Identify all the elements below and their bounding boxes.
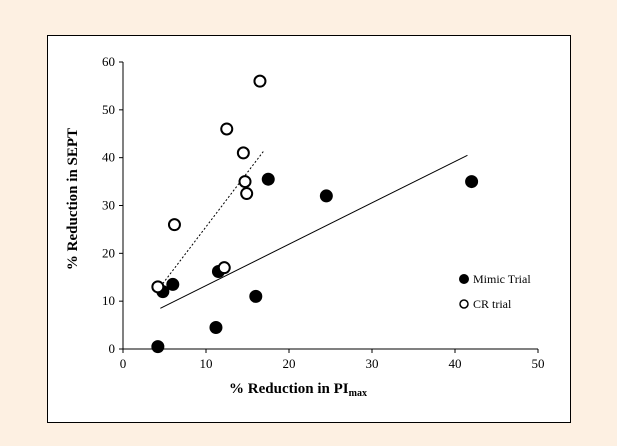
point-mimic	[166, 277, 180, 291]
trendlines	[159, 150, 468, 309]
y-tick-label: 20	[102, 245, 115, 260]
x-tick-label: 30	[366, 356, 379, 371]
point-mimic	[465, 175, 479, 189]
point-cr	[238, 175, 252, 189]
point-cr	[240, 187, 254, 201]
point-mimic	[319, 189, 333, 203]
y-tick-label: 10	[102, 293, 115, 308]
point-cr	[253, 74, 267, 88]
point-cr	[151, 280, 165, 294]
x-tick-label: 50	[532, 356, 545, 371]
point-cr	[220, 122, 234, 136]
trendline-mimic	[160, 154, 468, 309]
point-mimic	[151, 340, 165, 354]
point-mimic	[261, 172, 275, 186]
x-tick-label: 0	[120, 356, 127, 371]
y-tick-label: 50	[102, 102, 115, 117]
point-cr	[167, 218, 181, 232]
legend-marker-mimic	[459, 274, 469, 284]
data-points	[151, 74, 479, 354]
x-tick-label: 10	[200, 356, 213, 371]
chart-frame: 0 10 20 30 40 50 0 10 20 30 40 50 60 Mimic Trial CR …	[47, 35, 571, 423]
scatter-chart: 0 10 20 30 40 50 0 10 20 30 40 50 60 Mimic Trial CR …	[65, 54, 545, 399]
legend-label-mimic: Mimic Trial	[473, 272, 531, 286]
point-mimic	[209, 320, 223, 334]
y-tick-label: 60	[102, 54, 115, 69]
axes	[119, 61, 539, 353]
legend-label-cr: CR trial	[473, 297, 512, 311]
legend: Mimic Trial CR trial	[459, 272, 531, 311]
y-tick-label: 40	[102, 150, 115, 165]
y-axis-label: % Reduction in SEPT	[65, 128, 81, 270]
x-axis-label-sub: max	[349, 388, 367, 399]
y-tick-label: 0	[109, 341, 116, 356]
trendline-cr	[159, 150, 265, 288]
tick-labels: 0 10 20 30 40 50 0 10 20 30 40 50 60	[102, 54, 545, 371]
x-axis-label: % Reduction in PImax	[229, 381, 367, 399]
legend-marker-cr	[459, 299, 469, 309]
y-tick-label: 30	[102, 198, 115, 213]
point-mimic	[249, 289, 263, 303]
point-cr	[217, 261, 231, 275]
point-cr	[236, 146, 250, 160]
x-axis-label-main: % Reduction in PI	[229, 381, 349, 397]
x-tick-label: 40	[449, 356, 462, 371]
x-tick-label: 20	[283, 356, 296, 371]
